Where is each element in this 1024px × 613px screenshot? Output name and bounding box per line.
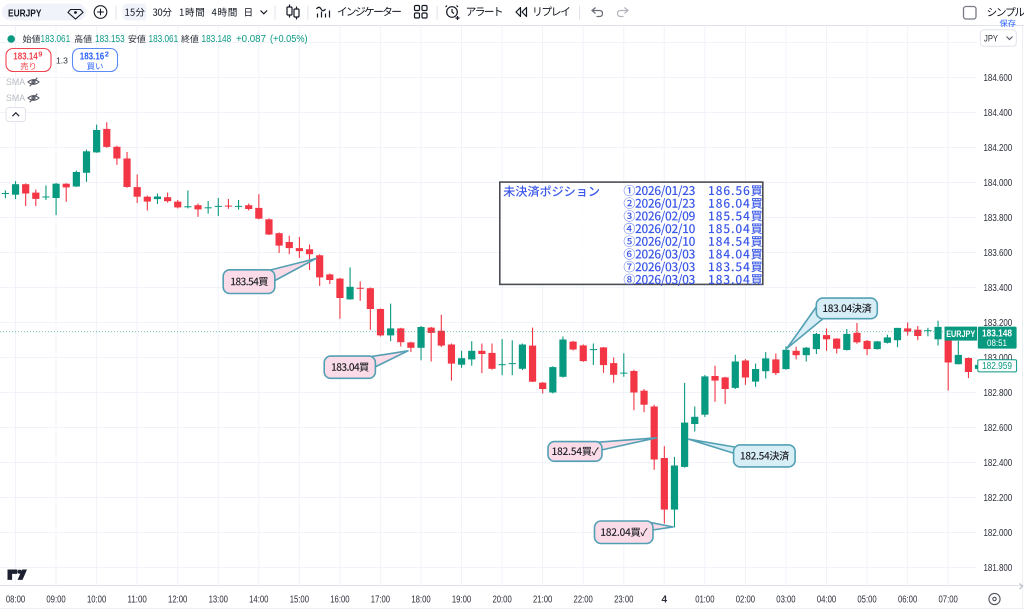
svg-text:21:00: 21:00 <box>533 595 553 606</box>
svg-text:184.400: 184.400 <box>984 108 1013 119</box>
svg-text:183.061: 183.061 <box>149 34 179 45</box>
svg-text:182.200: 182.200 <box>984 493 1013 504</box>
svg-text:16:00: 16:00 <box>330 595 350 606</box>
svg-text:183.200: 183.200 <box>984 318 1013 329</box>
svg-text:183.400: 183.400 <box>984 283 1013 294</box>
svg-text:184.600: 184.600 <box>984 73 1013 84</box>
svg-text:07:00: 07:00 <box>939 595 959 606</box>
svg-text:1.3: 1.3 <box>56 55 68 65</box>
svg-text:03:00: 03:00 <box>776 595 796 606</box>
svg-text:SMA: SMA <box>6 77 25 87</box>
svg-text:11:00: 11:00 <box>128 595 148 606</box>
svg-text:15:00: 15:00 <box>290 595 310 606</box>
svg-text:181.800: 181.800 <box>984 563 1013 574</box>
svg-text:183.148: 183.148 <box>982 328 1012 339</box>
svg-text:08:51: 08:51 <box>987 338 1007 348</box>
svg-text:17:00: 17:00 <box>371 595 391 606</box>
svg-text:JPY: JPY <box>984 33 998 43</box>
svg-text:(+0.05%): (+0.05%) <box>270 34 308 45</box>
svg-text:183.153: 183.153 <box>95 34 125 45</box>
svg-text:10:00: 10:00 <box>87 595 107 606</box>
svg-text:12:00: 12:00 <box>168 595 188 606</box>
svg-text:183.14: 183.14 <box>13 51 38 62</box>
svg-text:04:00: 04:00 <box>817 595 837 606</box>
svg-text:20:00: 20:00 <box>492 595 512 606</box>
svg-text:183.800: 183.800 <box>984 213 1013 224</box>
svg-text:184.000: 184.000 <box>984 178 1013 189</box>
svg-text:+0.087: +0.087 <box>236 34 266 45</box>
svg-text:18:00: 18:00 <box>411 595 431 606</box>
svg-text:182.800: 182.800 <box>984 388 1013 399</box>
svg-text:SMA: SMA <box>6 93 25 103</box>
svg-text:182.600: 182.600 <box>984 423 1013 434</box>
svg-text:22:00: 22:00 <box>574 595 594 606</box>
svg-text:183.148: 183.148 <box>202 34 232 45</box>
svg-text:19:00: 19:00 <box>452 595 472 606</box>
svg-text:23:00: 23:00 <box>614 595 634 606</box>
svg-text:183.16: 183.16 <box>80 51 105 62</box>
svg-text:184.200: 184.200 <box>984 143 1013 154</box>
svg-text:182.000: 182.000 <box>984 528 1013 539</box>
svg-text:183.061: 183.061 <box>41 34 71 45</box>
svg-text:02:00: 02:00 <box>736 595 756 606</box>
svg-text:13:00: 13:00 <box>209 595 229 606</box>
svg-text:08:00: 08:00 <box>6 595 26 606</box>
svg-text:2: 2 <box>105 50 109 59</box>
svg-text:05:00: 05:00 <box>857 595 877 606</box>
svg-text:09:00: 09:00 <box>46 595 66 606</box>
svg-text:183.000: 183.000 <box>984 353 1013 364</box>
svg-text:9: 9 <box>38 50 42 59</box>
svg-text:06:00: 06:00 <box>898 595 918 606</box>
svg-text:01:00: 01:00 <box>695 595 715 606</box>
svg-text:14:00: 14:00 <box>249 595 269 606</box>
svg-text:182.400: 182.400 <box>984 458 1013 469</box>
svg-text:182.959: 182.959 <box>982 361 1012 372</box>
svg-text:183.600: 183.600 <box>984 248 1013 259</box>
svg-text:EURJPY: EURJPY <box>946 329 975 339</box>
svg-text:4: 4 <box>662 595 668 606</box>
svg-text:EURJPY: EURJPY <box>8 8 42 19</box>
